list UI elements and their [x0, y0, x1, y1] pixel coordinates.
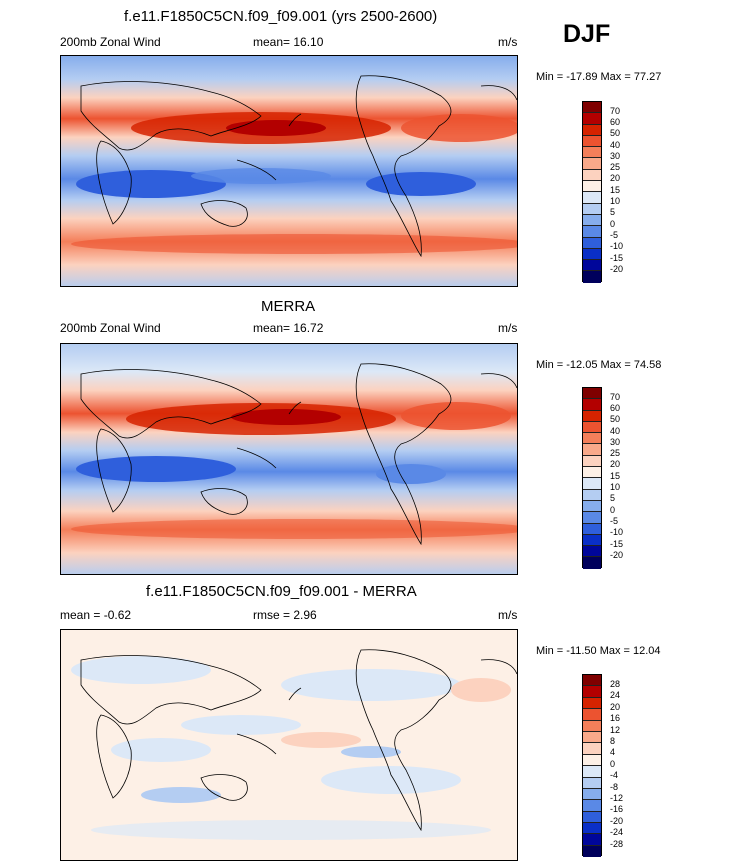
- colorbar-tick: -8: [610, 782, 619, 792]
- panel1-minmax-label: Min = -17.89 Max = 77.27: [536, 71, 662, 83]
- colorbar-tick: 20: [610, 173, 621, 183]
- colorbar-tick: -28: [610, 839, 624, 849]
- panel2-title: MERRA: [261, 298, 316, 315]
- colorbar-tick: 0: [610, 759, 616, 769]
- colorbar-tick: 15: [610, 185, 621, 195]
- colorbar-tick: 25: [610, 448, 621, 458]
- panel3-colorbar: [582, 674, 602, 858]
- colorbar-tick: -5: [610, 230, 619, 240]
- colorbar-tick: 8: [610, 736, 616, 746]
- colorbar-tick: 0: [610, 219, 616, 229]
- colorbar-tick: -16: [610, 804, 624, 814]
- colorbar-tick: 50: [610, 414, 621, 424]
- panel2-colorbar: [582, 387, 602, 569]
- colorbar-tick: -24: [610, 827, 624, 837]
- colorbar-tick: 70: [610, 106, 621, 116]
- colorbar-tick: 30: [610, 437, 621, 447]
- colorbar-tick: 70: [610, 392, 621, 402]
- colorbar-tick: 60: [610, 117, 621, 127]
- colorbar-tick: -20: [610, 550, 624, 560]
- colorbar-tick: 12: [610, 725, 621, 735]
- colorbar-tick: 15: [610, 471, 621, 481]
- colorbar-tick: 40: [610, 426, 621, 436]
- panel1-map-contours: [61, 56, 517, 286]
- colorbar-tick: 16: [610, 713, 621, 723]
- colorbar-tick: -5: [610, 516, 619, 526]
- colorbar-tick: 28: [610, 679, 621, 689]
- panel3-title: f.e11.F1850C5CN.f09_f09.001 - MERRA: [146, 583, 417, 600]
- panel3-rmse-label: rmse = 2.96: [253, 608, 317, 622]
- panel2-minmax-label: Min = -12.05 Max = 74.58: [536, 359, 662, 371]
- colorbar-tick: 60: [610, 403, 621, 413]
- colorbar-tick: 5: [610, 207, 616, 217]
- panel1-colorbar: [582, 101, 602, 283]
- panel3-map-contours: [61, 630, 517, 860]
- panel2-units-label: m/s: [498, 321, 518, 335]
- colorbar-tick: 25: [610, 162, 621, 172]
- colorbar-tick: -15: [610, 539, 624, 549]
- season-label: DJF: [563, 20, 611, 48]
- colorbar-tick: -10: [610, 241, 624, 251]
- panel1-map: [60, 55, 518, 287]
- colorbar-tick: 0: [610, 505, 616, 515]
- colorbar-tick: -10: [610, 527, 624, 537]
- colorbar-tick: 50: [610, 128, 621, 138]
- panel1-field-label: 200mb Zonal Wind: [60, 35, 161, 49]
- panel2-mean-label: mean= 16.72: [253, 321, 324, 335]
- panel3-mean-label: mean = -0.62: [60, 608, 132, 622]
- colorbar-tick: -20: [610, 264, 624, 274]
- panel1-units-label: m/s: [498, 35, 518, 49]
- colorbar-tick: 10: [610, 482, 621, 492]
- colorbar-tick: 5: [610, 493, 616, 503]
- colorbar-tick: -15: [610, 253, 624, 263]
- colorbar-tick: -12: [610, 793, 624, 803]
- colorbar-tick: 24: [610, 690, 621, 700]
- colorbar-tick: -4: [610, 770, 619, 780]
- colorbar-tick: 20: [610, 459, 621, 469]
- panel3-minmax-label: Min = -11.50 Max = 12.04: [536, 645, 661, 657]
- panel1-title: f.e11.F1850C5CN.f09_f09.001 (yrs 2500-26…: [124, 8, 438, 25]
- colorbar-tick: 40: [610, 140, 621, 150]
- panel2-field-label: 200mb Zonal Wind: [60, 321, 161, 335]
- panel3-map: [60, 629, 518, 861]
- colorbar-tick: 10: [610, 196, 621, 206]
- panel2-map: [60, 343, 518, 575]
- panel3-units-label: m/s: [498, 608, 518, 622]
- colorbar-tick: -20: [610, 816, 624, 826]
- colorbar-tick: 30: [610, 151, 621, 161]
- panel1-mean-label: mean= 16.10: [253, 35, 324, 49]
- colorbar-tick: 20: [610, 702, 621, 712]
- colorbar-tick: 4: [610, 747, 616, 757]
- panel2-map-contours: [61, 344, 517, 574]
